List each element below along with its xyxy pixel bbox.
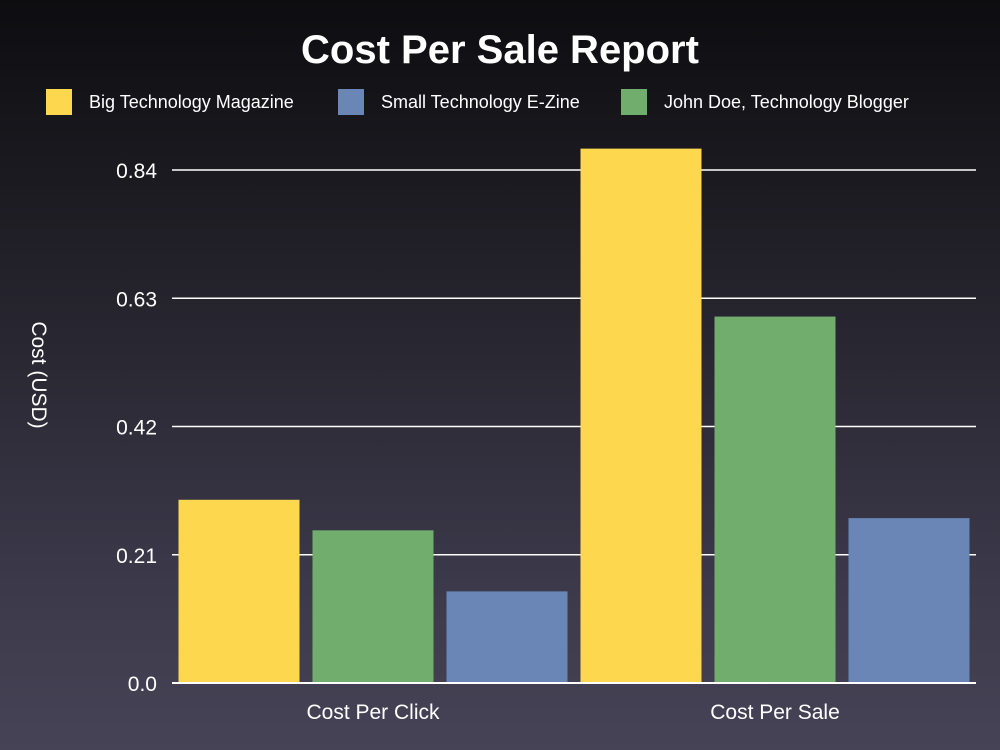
bar: [714, 316, 836, 683]
bar: [446, 591, 568, 683]
y-tick-label: 0.0: [128, 673, 157, 696]
bar: [178, 499, 300, 683]
x-tick-label: Cost Per Click: [306, 701, 440, 724]
bar: [848, 518, 970, 683]
y-tick-label: 0.63: [116, 288, 157, 311]
chart-title: Cost Per Sale Report: [301, 28, 699, 72]
legend-label: Big Technology Magazine: [89, 92, 294, 112]
legend-swatch: [46, 89, 72, 115]
bar: [312, 530, 434, 683]
bar: [580, 148, 702, 683]
legend-swatch: [621, 89, 647, 115]
legend-label: Small Technology E-Zine: [381, 92, 580, 112]
y-tick-label: 0.21: [116, 545, 157, 568]
legend-swatch: [338, 89, 364, 115]
y-tick-label: 0.42: [116, 417, 157, 440]
legend-label: John Doe, Technology Blogger: [664, 92, 909, 112]
x-tick-label: Cost Per Sale: [710, 701, 840, 724]
y-tick-label: 0.84: [116, 160, 157, 183]
